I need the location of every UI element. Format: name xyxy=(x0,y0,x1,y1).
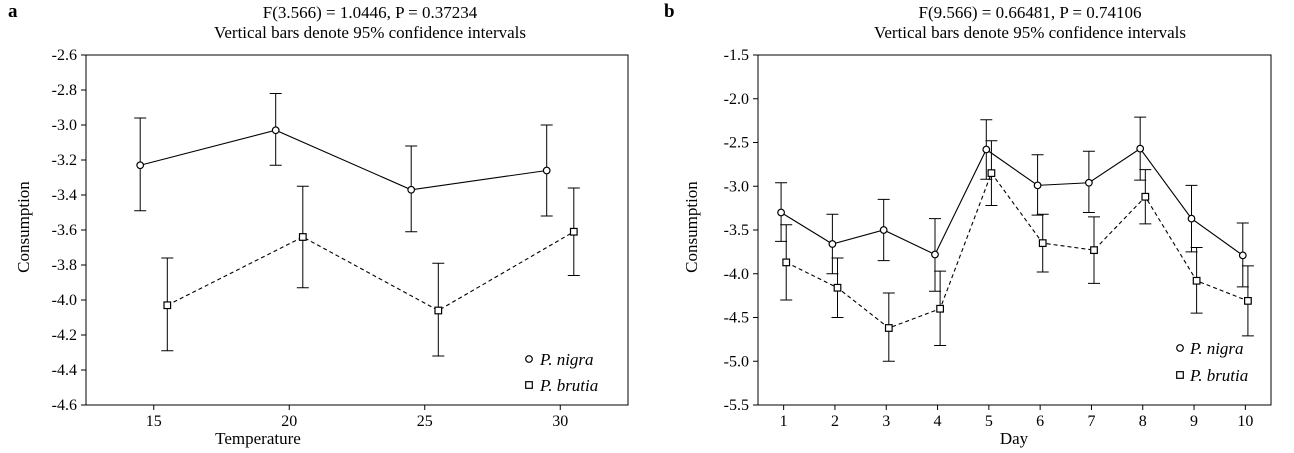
y-axis-label-a: Consumption xyxy=(14,181,33,273)
data-point-p-nigra-b xyxy=(1033,181,1042,190)
y-tick-label-b: -2.0 xyxy=(724,91,749,108)
legend-label-p-nigra-a: P. nigra xyxy=(539,350,594,369)
x-tick-label-b: 7 xyxy=(1087,413,1095,430)
x-tick-label-a: 30 xyxy=(552,413,568,430)
y-tick-label-a: -3.4 xyxy=(52,187,77,204)
data-point-p-nigra-a xyxy=(271,126,280,135)
data-point-p-nigra-b xyxy=(1238,251,1247,260)
x-tick-label-b: 5 xyxy=(985,413,993,430)
data-point-p-nigra-b xyxy=(879,226,888,234)
series-line-p-brutia-b xyxy=(785,171,1249,329)
y-tick-label-a: -3.6 xyxy=(52,222,77,239)
x-tick-label-b: 9 xyxy=(1190,413,1198,430)
data-point-p-brutia-b xyxy=(884,324,893,332)
legend-marker-p-nigra-b xyxy=(1176,344,1184,352)
series-line-p-nigra-a xyxy=(140,129,547,191)
legend-label-p-nigra-b: P. nigra xyxy=(1189,339,1244,358)
x-tick-label-b: 2 xyxy=(831,413,839,430)
data-point-p-nigra-a xyxy=(407,185,416,194)
x-tick-label-b: 6 xyxy=(1036,413,1044,430)
chart-title-b: F(9.566) = 0.66481, P = 0.74106 xyxy=(918,3,1141,22)
data-point-p-nigra-b xyxy=(931,250,939,259)
y-tick-label-a: -4.2 xyxy=(52,327,77,344)
data-point-p-brutia-a xyxy=(434,306,443,315)
chart-panel-b: b F(9.566) = 0.66481, P = 0.74106 Vertic… xyxy=(664,1,1272,448)
data-point-p-brutia-b xyxy=(1090,246,1098,255)
data-point-p-brutia-b xyxy=(782,258,791,267)
data-point-p-nigra-b xyxy=(828,240,837,248)
y-tick-label-a: -3.8 xyxy=(52,257,77,274)
panel-label-a: a xyxy=(8,1,18,22)
y-tick-label-b: -5.5 xyxy=(724,397,749,414)
y-tick-label-b: -5.0 xyxy=(724,353,749,370)
data-point-p-nigra-b xyxy=(777,208,785,217)
data-point-p-brutia-b xyxy=(833,283,842,292)
y-tick-label-a: -3.2 xyxy=(52,152,77,169)
series-line-p-brutia-a xyxy=(167,231,575,312)
y-tick-label-b: -4.0 xyxy=(724,266,749,283)
x-tick-label-b: 8 xyxy=(1139,413,1147,430)
data-point-p-nigra-a xyxy=(136,161,145,170)
data-point-p-nigra-b xyxy=(1136,144,1145,153)
data-point-p-nigra-a xyxy=(542,166,551,175)
data-point-p-nigra-b xyxy=(1187,214,1196,223)
series-line-p-nigra-b xyxy=(780,147,1244,256)
y-axis-label-b: Consumption xyxy=(682,181,701,273)
data-point-p-brutia-b xyxy=(1192,276,1201,285)
y-tick-label-b: -3.5 xyxy=(724,222,749,239)
chart-panel-a: a F(3.566) = 1.0446, P = 0.37234 Vertica… xyxy=(8,1,629,448)
chart-title-a: F(3.566) = 1.0446, P = 0.37234 xyxy=(263,3,478,22)
data-point-p-brutia-b xyxy=(1038,239,1047,248)
data-point-p-nigra-b xyxy=(1084,178,1093,187)
panel-label-b: b xyxy=(664,1,675,22)
data-point-p-brutia-b xyxy=(936,304,945,313)
data-point-p-brutia-b xyxy=(1244,296,1252,305)
x-tick-label-b: 1 xyxy=(780,413,788,430)
legend-marker-p-brutia-a xyxy=(525,381,533,389)
x-tick-label-a: 20 xyxy=(281,413,297,430)
y-tick-label-a: -4.6 xyxy=(52,397,77,414)
x-axis-label-b: Day xyxy=(1000,429,1029,448)
y-tick-label-b: -3.0 xyxy=(724,178,749,195)
x-tick-label-a: 25 xyxy=(417,413,433,430)
x-tick-label-b: 4 xyxy=(934,413,942,430)
y-tick-label-b: -4.5 xyxy=(724,310,749,327)
y-tick-label-a: -2.6 xyxy=(52,47,77,64)
x-tick-label-a: 15 xyxy=(146,413,162,430)
x-axis-label-a: Temperature xyxy=(215,429,301,448)
data-point-p-brutia-a xyxy=(163,301,172,310)
legend-marker-p-brutia-b xyxy=(1176,371,1184,379)
legend-label-p-brutia-a: P. brutia xyxy=(539,376,598,395)
y-tick-label-a: -3.0 xyxy=(52,117,77,134)
y-tick-label-b: -1.5 xyxy=(724,47,749,64)
y-tick-label-a: -4.4 xyxy=(52,362,77,379)
x-tick-label-b: 3 xyxy=(882,413,890,430)
x-tick-label-b: 10 xyxy=(1237,413,1253,430)
chart-subtitle-a: Vertical bars denote 95% confidence inte… xyxy=(214,23,526,42)
data-point-p-brutia-b xyxy=(987,169,996,178)
data-point-p-brutia-a xyxy=(569,227,578,236)
legend-label-p-brutia-b: P. brutia xyxy=(1189,366,1248,385)
y-tick-label-b: -2.5 xyxy=(724,135,749,152)
data-point-p-brutia-a xyxy=(298,233,307,241)
y-tick-label-a: -2.8 xyxy=(52,82,77,99)
data-point-p-nigra-b xyxy=(982,145,991,154)
chart-subtitle-b: Vertical bars denote 95% confidence inte… xyxy=(874,23,1186,42)
data-point-p-brutia-b xyxy=(1141,192,1150,201)
y-tick-label-a: -4.0 xyxy=(52,292,77,309)
legend-marker-p-nigra-a xyxy=(525,355,533,363)
